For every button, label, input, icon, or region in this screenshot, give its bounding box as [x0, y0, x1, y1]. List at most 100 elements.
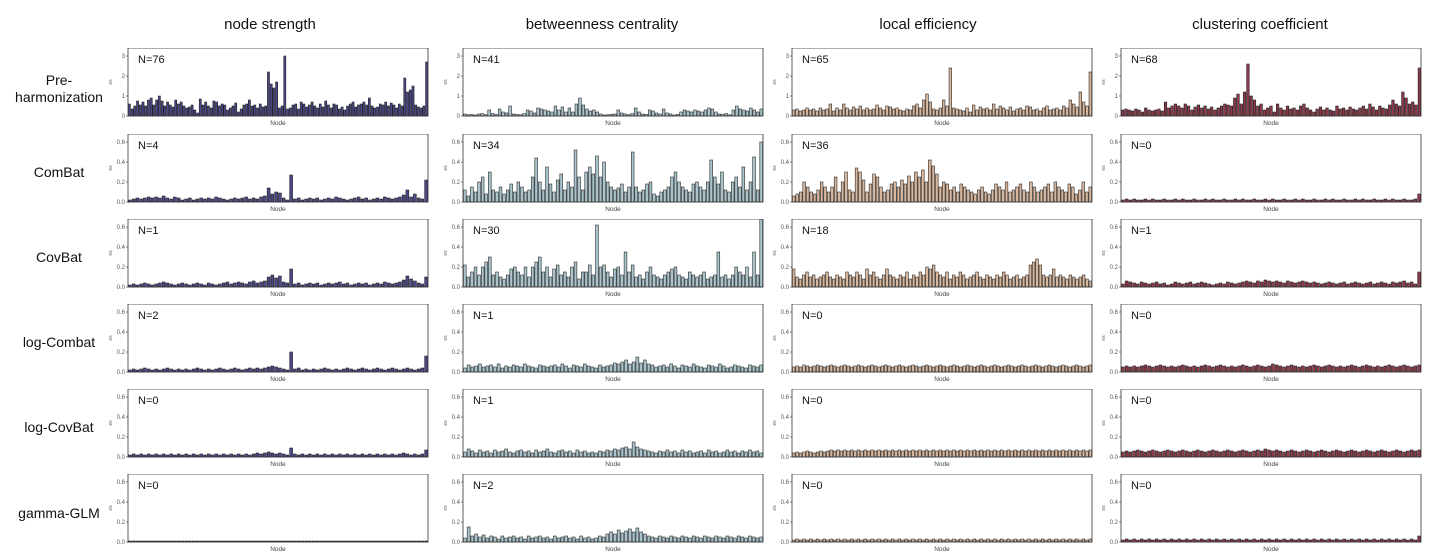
bar	[360, 453, 365, 458]
bar	[244, 196, 248, 203]
bar	[966, 189, 970, 203]
bar	[574, 103, 579, 117]
bar	[255, 282, 260, 288]
bar	[496, 451, 501, 458]
bar	[1088, 71, 1092, 117]
bar	[836, 449, 840, 458]
bar	[504, 112, 509, 117]
bar	[865, 268, 869, 288]
bar	[650, 536, 655, 543]
bar	[1398, 281, 1403, 288]
bar	[935, 450, 939, 458]
bar	[830, 186, 834, 203]
bar	[195, 282, 200, 288]
bar	[546, 110, 551, 117]
bar	[602, 264, 606, 288]
bar	[1417, 449, 1421, 458]
bar	[1162, 450, 1166, 458]
bar	[1259, 103, 1263, 117]
bar	[270, 365, 275, 373]
bar	[570, 266, 574, 288]
bar	[1130, 110, 1135, 117]
bar	[1417, 67, 1421, 117]
bar	[330, 198, 335, 203]
bar	[980, 186, 984, 203]
bar	[759, 108, 763, 117]
bar	[714, 111, 718, 117]
bar	[575, 449, 580, 458]
bar	[616, 109, 620, 117]
bar	[556, 366, 561, 373]
bar	[1233, 97, 1237, 117]
bar	[311, 368, 316, 373]
bar	[1263, 279, 1268, 288]
bar	[1312, 538, 1316, 543]
bar	[670, 268, 674, 288]
bar	[691, 183, 696, 203]
bar	[638, 191, 642, 203]
bar	[968, 276, 972, 288]
bar	[652, 193, 656, 203]
bar	[538, 256, 542, 288]
bar	[1136, 366, 1140, 373]
bar	[195, 198, 200, 203]
bar	[634, 276, 638, 288]
bar	[1005, 274, 1009, 288]
bar	[844, 171, 848, 203]
axes-frame	[462, 48, 764, 117]
bar	[390, 367, 395, 373]
bar	[424, 179, 428, 203]
y-tick-label: 0.0	[781, 285, 790, 291]
y-axis-label: es	[772, 420, 778, 426]
y-tick-label: 0.0	[117, 540, 126, 546]
bar	[1088, 449, 1092, 458]
bar	[918, 271, 922, 288]
bar	[1233, 283, 1238, 288]
bar	[1341, 107, 1346, 117]
bar	[390, 198, 395, 203]
y-axis-label: es	[443, 250, 449, 256]
bar	[1203, 364, 1208, 373]
bar	[538, 451, 542, 458]
bar	[251, 368, 256, 373]
bar	[281, 453, 286, 458]
bar	[161, 195, 166, 203]
bar	[979, 449, 983, 458]
y-tick-label: 3	[786, 54, 790, 60]
bar	[721, 537, 726, 543]
bar	[508, 536, 512, 543]
bar	[158, 282, 162, 288]
bar	[571, 452, 576, 458]
bar	[725, 367, 730, 373]
bar	[553, 105, 558, 117]
bar	[323, 198, 327, 203]
bar	[853, 365, 857, 373]
bar	[1256, 364, 1260, 373]
bar	[1229, 538, 1234, 543]
bar	[1040, 538, 1045, 543]
bar	[480, 266, 485, 288]
bar	[341, 368, 346, 373]
bar	[1323, 365, 1328, 373]
bar	[508, 105, 512, 117]
bar	[982, 108, 986, 117]
bar	[877, 366, 881, 373]
bar	[485, 537, 490, 543]
bar	[515, 365, 520, 373]
bar	[1003, 450, 1007, 458]
bar	[890, 366, 895, 373]
bar	[730, 274, 735, 288]
bar	[416, 197, 421, 203]
bar	[1271, 363, 1275, 373]
bar	[928, 450, 932, 458]
bar	[504, 537, 508, 543]
y-tick-label: 0.2	[781, 180, 790, 186]
bar	[1128, 451, 1133, 458]
bar	[1379, 366, 1384, 373]
bar	[605, 449, 610, 458]
